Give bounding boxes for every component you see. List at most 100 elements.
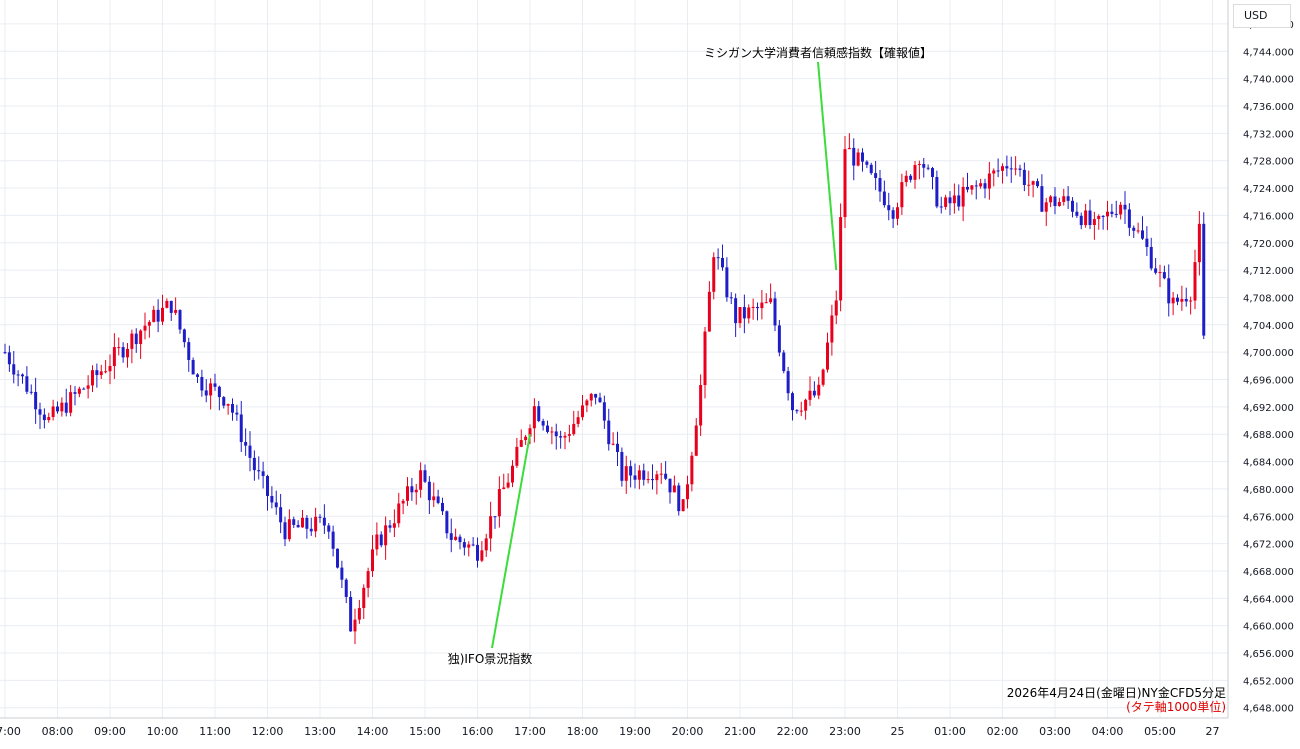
candle-up xyxy=(511,465,514,483)
x-tick-label: 01:00 xyxy=(934,725,966,738)
y-tick-label: 4,680.000 xyxy=(1243,485,1294,496)
candle-down xyxy=(887,205,891,211)
candle-down xyxy=(458,536,462,543)
candle-down xyxy=(664,473,668,479)
candle-up xyxy=(86,385,90,389)
candle-down xyxy=(642,470,646,480)
x-tick-label: 08:00 xyxy=(42,725,74,738)
candle-up xyxy=(51,406,55,418)
candle-down xyxy=(134,333,138,345)
candle-up xyxy=(1057,201,1061,207)
candle-down xyxy=(1079,215,1083,226)
candle-down xyxy=(874,173,878,179)
candle-down xyxy=(546,425,549,432)
candle-up xyxy=(563,435,567,438)
candle-down xyxy=(296,524,300,528)
candle-up xyxy=(699,385,703,426)
candle-up xyxy=(760,302,764,309)
candle-down xyxy=(182,329,186,343)
candle-down xyxy=(742,307,746,319)
candle-up xyxy=(843,149,847,218)
candle-up xyxy=(830,315,834,343)
candle-up xyxy=(576,417,580,424)
candle-down xyxy=(677,485,681,512)
candle-up xyxy=(502,487,506,490)
candle-down xyxy=(42,414,46,421)
candle-up xyxy=(47,417,51,421)
candle-down xyxy=(336,548,339,568)
candle-up xyxy=(1062,196,1066,202)
candle-up xyxy=(589,393,593,401)
candle-down xyxy=(213,383,217,387)
candle-down xyxy=(966,186,969,190)
candle-down xyxy=(436,496,440,503)
candle-down xyxy=(56,406,59,412)
candle-up xyxy=(287,519,291,540)
candle-up xyxy=(506,482,510,488)
candle-down xyxy=(169,300,173,313)
candle-down xyxy=(12,364,16,375)
candle-down xyxy=(957,195,961,207)
candle-up xyxy=(69,392,73,413)
candle-up xyxy=(174,310,178,313)
candle-up xyxy=(139,330,143,345)
candle-up xyxy=(497,489,501,517)
candle-up xyxy=(1084,210,1088,226)
candle-up xyxy=(454,536,458,540)
candle-up xyxy=(371,549,374,572)
candle-down xyxy=(559,436,563,438)
candle-down xyxy=(64,402,68,413)
grid xyxy=(0,0,1228,718)
candle-up xyxy=(104,371,108,373)
candle-down xyxy=(200,376,204,391)
candle-up xyxy=(839,217,843,301)
candle-up xyxy=(77,388,81,394)
candle-up xyxy=(808,390,812,400)
candle-up xyxy=(1027,184,1031,186)
candle-down xyxy=(266,475,269,497)
candle-down xyxy=(261,471,265,476)
candle-down xyxy=(1162,272,1166,279)
candle-up xyxy=(681,499,685,512)
candle-up xyxy=(655,474,659,481)
candle-down xyxy=(349,596,353,632)
annotations: 独)IFO景況指数 ミシガン大学消費者信頼感指数【確報値】 xyxy=(448,45,932,666)
candle-down xyxy=(812,390,816,396)
candle-down xyxy=(292,519,296,525)
candle-up xyxy=(1097,215,1101,220)
candle-up xyxy=(550,431,554,433)
y-tick-label: 4,700.000 xyxy=(1243,348,1294,359)
y-tick-label: 4,676.000 xyxy=(1243,512,1294,523)
candle-down xyxy=(1127,209,1131,228)
candles xyxy=(3,133,1206,645)
candle-down xyxy=(541,420,545,426)
candle-up xyxy=(1031,181,1035,185)
candle-down xyxy=(616,443,619,453)
candle-up xyxy=(353,619,357,632)
candle-up xyxy=(480,550,484,561)
unit-note: (タテ軸1000単位) xyxy=(1126,699,1226,714)
candle-up xyxy=(904,175,908,183)
candle-down xyxy=(1101,215,1105,217)
y-tick-label: 4,724.000 xyxy=(1243,184,1294,195)
candle-down xyxy=(82,388,86,390)
candle-down xyxy=(756,306,759,309)
y-tick-label: 4,744.000 xyxy=(1243,47,1294,58)
currency-label[interactable]: USD xyxy=(1233,4,1291,28)
candle-up xyxy=(572,423,576,435)
candle-down xyxy=(1066,196,1070,201)
candle-up xyxy=(751,306,755,308)
candle-down xyxy=(231,404,234,413)
candle-down xyxy=(878,178,882,192)
candle-up xyxy=(419,470,423,490)
candle-up xyxy=(567,434,571,436)
y-tick-label: 4,716.000 xyxy=(1243,211,1294,222)
candle-down xyxy=(252,457,256,471)
y-tick-label: 4,672.000 xyxy=(1243,540,1294,551)
candle-up xyxy=(209,383,213,396)
candle-up xyxy=(979,183,983,187)
candle-down xyxy=(922,164,926,168)
candle-down xyxy=(1149,246,1153,269)
